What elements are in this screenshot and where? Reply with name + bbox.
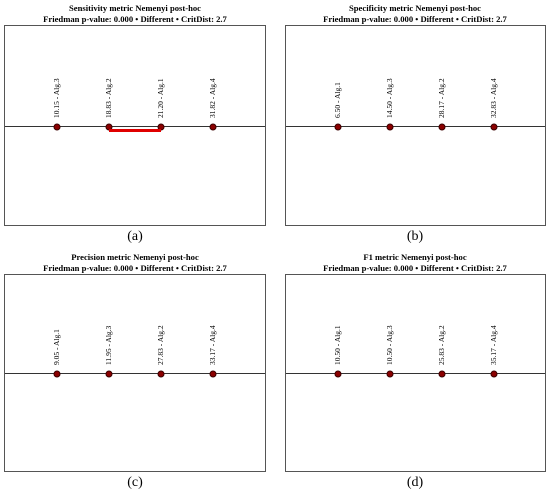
chart-panel-d: F1 metric Nemenyi post-hoc Friedman p-va… — [280, 249, 550, 498]
plot-area: 6.50 - Alg.1 14.50 - Alg.3 28.17 - Alg.2 32… — [285, 25, 546, 226]
chart-subtitle: Friedman p-value: 0.000 • Different • Cr… — [323, 263, 507, 273]
rank-point — [209, 370, 217, 377]
rank-point — [490, 123, 498, 130]
rank-label: 10.50 - Alg.3 — [385, 325, 394, 365]
rank-label: 21.20 - Alg.1 — [156, 78, 165, 118]
plot-area: 10.15 - Alg.3 18.83 - Alg.2 21.20 - Alg.1 3… — [4, 25, 266, 226]
rank-label: 27.83 - Alg.2 — [156, 325, 165, 365]
rank-point — [334, 370, 342, 377]
chart-title: Sensitivity metric Nemenyi post-hoc — [69, 3, 201, 13]
plot-area: 10.50 - Alg.1 10.50 - Alg.3 25.83 - Alg.2 3… — [285, 274, 546, 472]
chart-panel-c: Precision metric Nemenyi post-hoc Friedm… — [0, 249, 270, 498]
rank-axis — [5, 126, 265, 127]
rank-point — [157, 123, 165, 130]
rank-point — [438, 370, 446, 377]
chart-title: Precision metric Nemenyi post-hoc — [71, 252, 199, 262]
rank-label: 32.83 - Alg.4 — [489, 78, 498, 118]
rank-point — [438, 123, 446, 130]
rank-label: 31.82 - Alg.4 — [208, 78, 217, 118]
panel-caption: (a) — [127, 229, 143, 244]
rank-label: 6.50 - Alg.1 — [333, 82, 342, 118]
rank-point — [490, 370, 498, 377]
panel-caption: (d) — [406, 475, 424, 490]
chart-subtitle: Friedman p-value: 0.000 • Different • Cr… — [323, 14, 507, 24]
rank-axis — [286, 126, 545, 127]
chart-subtitle: Friedman p-value: 0.000 • Different • Cr… — [43, 263, 227, 273]
rank-label: 35.17 - Alg.4 — [489, 325, 498, 365]
rank-label: 10.15 - Alg.3 — [52, 78, 61, 118]
plot-area: 9.05 - Alg.1 11.95 - Alg.3 27.83 - Alg.2 33… — [4, 274, 266, 472]
rank-label: 28.17 - Alg.2 — [437, 78, 446, 118]
rank-label: 14.50 - Alg.3 — [385, 78, 394, 118]
rank-axis — [5, 373, 265, 374]
rank-point — [386, 370, 394, 377]
rank-point — [105, 370, 113, 377]
chart-title: F1 metric Nemenyi post-hoc — [363, 252, 467, 262]
rank-label: 33.17 - Alg.4 — [208, 325, 217, 365]
rank-label: 18.83 - Alg.2 — [104, 78, 113, 118]
rank-point — [53, 123, 61, 130]
rank-axis — [286, 373, 545, 374]
panel-caption: (c) — [127, 475, 143, 490]
chart-title: Specificity metric Nemenyi post-hoc — [349, 3, 481, 13]
rank-label: 11.95 - Alg.3 — [104, 325, 113, 365]
no-difference-group-bar — [109, 129, 161, 132]
rank-point — [209, 123, 217, 130]
rank-point — [386, 123, 394, 130]
rank-label: 10.50 - Alg.1 — [333, 325, 342, 365]
panel-caption: (b) — [406, 229, 424, 244]
chart-panel-b: Specificity metric Nemenyi post-hoc Frie… — [280, 0, 550, 250]
chart-panel-a: Sensitivity metric Nemenyi post-hoc Frie… — [0, 0, 270, 250]
rank-point — [53, 370, 61, 377]
rank-point — [334, 123, 342, 130]
rank-label: 9.05 - Alg.1 — [52, 329, 61, 365]
chart-subtitle: Friedman p-value: 0.000 • Different • Cr… — [43, 14, 227, 24]
rank-point — [157, 370, 165, 377]
rank-label: 25.83 - Alg.2 — [437, 325, 446, 365]
